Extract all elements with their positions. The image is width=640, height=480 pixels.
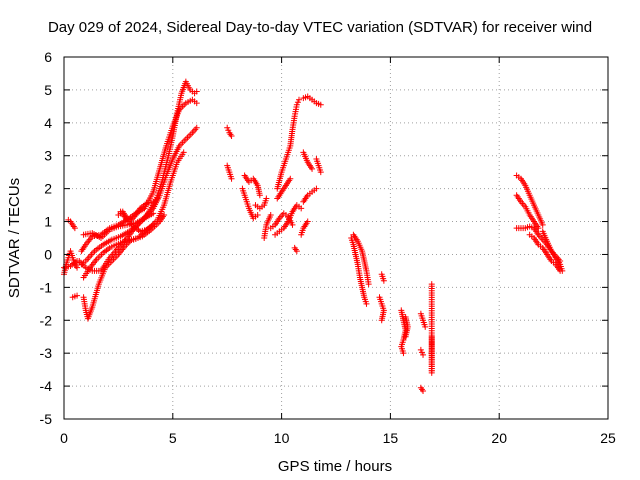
y-tick-label: -1 [40,279,53,295]
y-tick-label: -5 [40,411,53,427]
data-point [293,248,300,255]
y-tick-label: 0 [44,246,52,262]
data-point [267,211,274,218]
data-point [256,192,263,199]
data-point [180,149,187,156]
y-tick-label: 6 [44,49,52,65]
data-point [154,195,161,202]
data-point [263,195,270,202]
data-point [309,165,316,172]
data-point [313,185,320,192]
data-point [539,221,546,228]
data-point [304,218,311,225]
grid-lines [64,57,608,419]
data-point [193,88,200,95]
y-tick-label: -3 [40,345,53,361]
data-points [61,78,566,395]
data-point [228,132,235,139]
x-tick-label: 20 [491,430,507,446]
data-point [74,292,81,299]
tick-labels: 0 5 10 15 20 25 -5 -4 -3 -2 -1 0 1 2 3 4 5 6 [40,49,616,446]
x-axis-label: GPS time / hours [278,458,392,475]
y-axis-label: SDTVAR / TECUs [6,178,23,298]
data-point [74,264,81,271]
y-tick-label: 5 [44,82,52,98]
data-point [365,281,372,288]
data-point [428,281,435,288]
data-point [317,101,324,108]
data-point [317,169,324,176]
data-point [161,211,168,218]
y-tick-label: -2 [40,312,53,328]
plot-frame [63,56,609,420]
data-point [193,100,200,107]
data-point [287,175,294,182]
x-tick-label: 5 [169,430,177,446]
data-point [402,333,409,340]
y-tick-label: 4 [44,115,52,131]
data-point [254,211,261,218]
y-tick-label: -4 [40,378,53,394]
data-point [289,221,296,228]
x-tick-label: 25 [600,430,616,446]
data-point [296,96,303,103]
x-tick-label: 15 [383,430,399,446]
data-point [380,277,387,284]
axis-ticks [63,56,609,420]
data-point [193,124,200,131]
data-point [363,300,370,307]
y-tick-label: 3 [44,148,52,164]
data-point [559,267,566,274]
data-point [298,205,305,212]
y-tick-label: 2 [44,181,52,197]
x-tick-label: 0 [60,430,68,446]
data-point [150,221,157,228]
data-point [150,210,157,217]
data-point [422,323,429,330]
chart-title: Day 029 of 2024, Sidereal Day-to-day VTE… [48,19,592,36]
data-point [71,225,78,232]
y-tick-label: 1 [44,214,52,230]
x-tick-label: 10 [274,430,290,446]
data-point [378,317,385,324]
data-point [420,388,427,395]
data-point [228,175,235,182]
data-point [400,350,407,357]
data-point [420,351,427,358]
